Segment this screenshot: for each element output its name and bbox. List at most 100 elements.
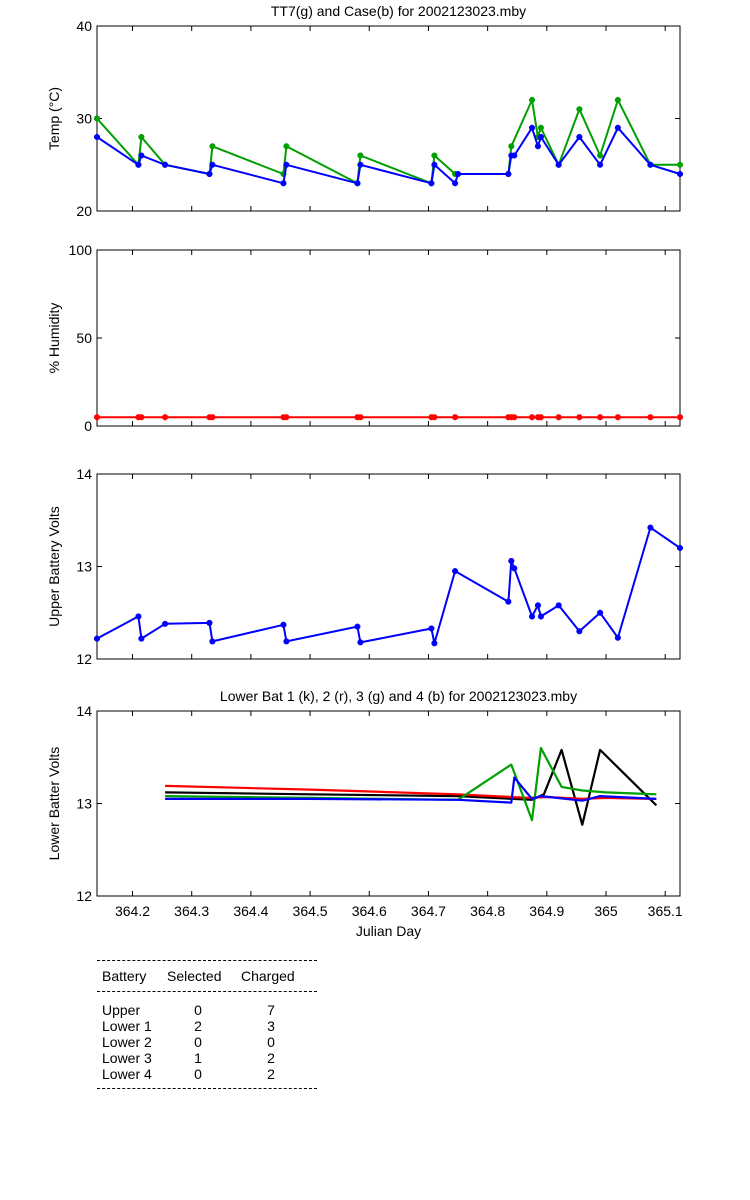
upper-battery-y-tick-label: 12 — [76, 651, 92, 667]
humidity-y-tick-label: 100 — [69, 242, 93, 258]
legend-header-row: Battery Selected Charged — [97, 961, 317, 991]
humidity-humidity-marker — [597, 414, 604, 421]
temp-case-marker — [647, 161, 654, 168]
upper-battery-upper-marker — [677, 545, 683, 551]
upper-battery-upper-marker — [357, 639, 364, 646]
temp-y-tick-label: 40 — [76, 18, 92, 34]
lower-battery-chart-title: Lower Bat 1 (k), 2 (r), 3 (g) and 4 (b) … — [220, 688, 577, 704]
humidity-humidity-marker — [576, 414, 583, 421]
upper-battery-y-axis-label: Upper Battery Volts — [46, 506, 62, 627]
humidity-plot-frame — [96, 249, 681, 427]
legend-selected: 2 — [194, 1018, 202, 1034]
legend-charged: 2 — [267, 1066, 275, 1082]
humidity-humidity-marker — [529, 414, 536, 421]
humidity-humidity-marker — [614, 414, 621, 421]
temp-case-marker — [94, 134, 100, 140]
upper-battery-upper-marker — [354, 623, 361, 630]
upper-battery-upper-marker — [597, 609, 604, 616]
legend-battery: Upper — [102, 1002, 141, 1018]
upper-battery-upper-marker — [614, 634, 621, 641]
legend-selected: 0 — [194, 1002, 202, 1018]
upper-battery-plot-frame — [96, 473, 681, 660]
legend-battery: Lower 1 — [102, 1018, 152, 1034]
upper-battery-upper-marker — [529, 613, 536, 620]
lower-battery-x-tick-label: 365.1 — [648, 903, 683, 919]
temp-y-tick-label: 30 — [76, 111, 92, 127]
upper-battery-y-tick-label: 13 — [76, 559, 92, 575]
temp-case-marker — [135, 161, 142, 168]
temp-case-marker — [537, 134, 544, 140]
upper-battery-series-upper — [96, 526, 681, 645]
temp-tt7-marker — [283, 143, 290, 150]
humidity-humidity-marker — [537, 414, 544, 421]
temp-tt7-marker — [508, 143, 515, 150]
temp-case-marker — [357, 161, 364, 168]
temp-tt7-marker — [357, 152, 364, 159]
lower-battery-x-tick-label: 364.3 — [174, 903, 209, 919]
temp-case-marker — [354, 180, 361, 187]
temp-case-marker — [280, 180, 287, 187]
legend-row: Lower 2 0 0 — [97, 1034, 317, 1050]
lower-battery-x-tick-label: 364.4 — [233, 903, 268, 919]
upper-battery-upper-marker — [280, 621, 287, 628]
upper-battery-upper-marker — [431, 640, 438, 647]
lower-battery-series-lower-4 — [165, 776, 657, 804]
legend-row: Lower 4 0 2 — [97, 1066, 317, 1082]
temp-case-marker — [534, 143, 541, 150]
lower-battery-x-tick-label: 365 — [594, 903, 618, 919]
legend-battery: Lower 3 — [102, 1050, 152, 1066]
temp-case-marker — [162, 161, 169, 168]
temp-case-marker — [138, 152, 145, 159]
temp-case-marker — [677, 171, 683, 177]
lower-battery-y-axis-label: Lower Batter Volts — [46, 747, 62, 861]
temp-tt7-marker — [576, 106, 583, 113]
legend-selected: 0 — [194, 1034, 202, 1050]
upper-battery-upper-marker — [555, 602, 562, 609]
lower-battery-x-axis-label: Julian Day — [356, 923, 421, 939]
temp-case-marker — [505, 171, 512, 177]
lower-battery-y-tick-label: 12 — [76, 888, 92, 904]
upper-battery-upper-marker — [283, 638, 290, 645]
temp-chart-title: TT7(g) and Case(b) for 2002123023.mby — [271, 3, 526, 19]
battery-legend-table: Battery Selected Charged Upper 0 7 Lower… — [97, 960, 317, 1089]
upper-battery-y-tick-label: 14 — [76, 466, 92, 482]
temp-tt7-marker — [431, 152, 438, 159]
temp-case-marker — [209, 161, 216, 168]
upper-battery-upper-marker — [94, 635, 100, 642]
temp-case-marker — [206, 171, 213, 177]
temp-series-tt7 — [96, 99, 680, 185]
humidity-humidity-marker — [283, 414, 290, 421]
legend-header-charged: Charged — [241, 968, 295, 984]
lower-battery-x-tick-label: 364.2 — [115, 903, 150, 919]
legend-bottom-rule — [97, 1088, 317, 1089]
temp-tt7-marker — [94, 115, 100, 122]
legend-selected: 1 — [194, 1050, 202, 1066]
upper-battery-upper-marker — [505, 598, 512, 605]
temp-series-case — [96, 126, 681, 185]
humidity-y-tick-label: 50 — [76, 330, 92, 346]
upper-battery-upper-marker — [534, 602, 541, 609]
upper-battery-upper-marker — [206, 619, 213, 626]
lower-battery-y-tick-label: 14 — [76, 703, 92, 719]
lower-battery-x-tick-label: 364.5 — [293, 903, 328, 919]
temp-case-marker — [431, 161, 438, 168]
legend-selected: 0 — [194, 1066, 202, 1082]
upper-battery-upper-marker — [508, 557, 515, 564]
upper-battery-upper-marker — [209, 638, 216, 645]
temp-tt7-marker — [529, 97, 536, 103]
upper-battery-upper-marker — [138, 635, 145, 642]
legend-battery: Lower 4 — [102, 1066, 152, 1082]
upper-battery-upper-marker — [162, 620, 169, 627]
upper-battery-upper-marker — [576, 628, 583, 635]
legend-header-selected: Selected — [167, 968, 222, 984]
legend-mid-rule — [97, 991, 317, 992]
humidity-humidity-marker — [677, 414, 683, 421]
temp-case-marker — [283, 161, 290, 168]
temp-y-axis-label: Temp (°C) — [46, 87, 62, 150]
legend-row: Upper 0 7 — [97, 1002, 317, 1018]
temp-case-marker — [597, 161, 604, 168]
temp-case-marker — [555, 161, 562, 168]
humidity-humidity-marker — [209, 414, 216, 421]
lower-battery-x-tick-label: 364.7 — [411, 903, 446, 919]
